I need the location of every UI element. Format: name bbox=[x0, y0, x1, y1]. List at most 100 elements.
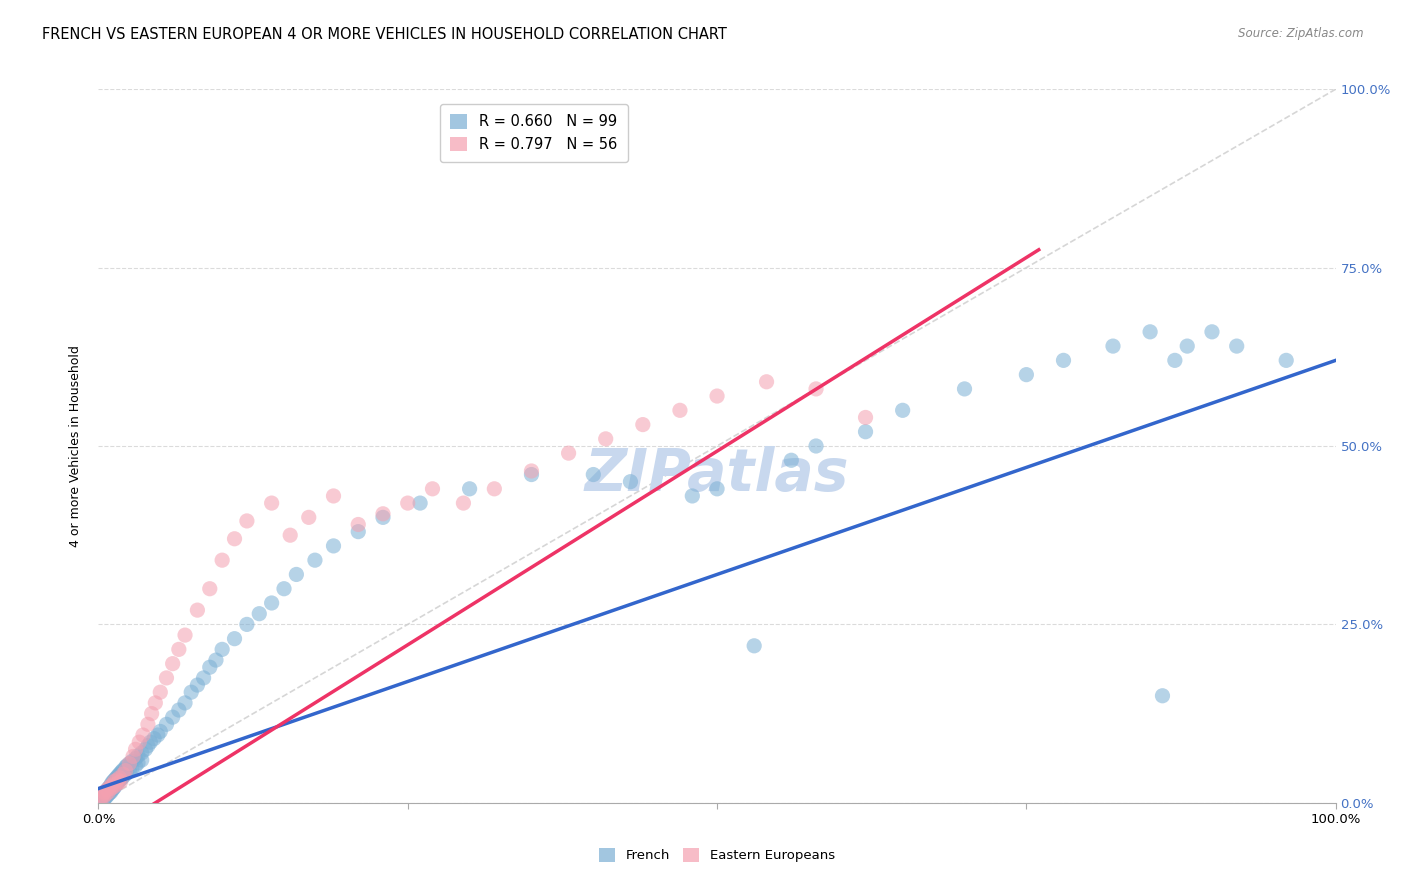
Point bbox=[180, 685, 202, 699]
Point bbox=[162, 657, 184, 671]
Point bbox=[127, 756, 149, 770]
Point bbox=[285, 567, 308, 582]
Point bbox=[103, 772, 125, 787]
Point bbox=[91, 789, 114, 803]
Point bbox=[110, 772, 132, 787]
Point bbox=[198, 582, 221, 596]
Point bbox=[90, 791, 112, 805]
Point bbox=[631, 417, 654, 432]
Point bbox=[105, 776, 128, 790]
Point bbox=[780, 453, 803, 467]
Point bbox=[118, 764, 141, 778]
Point bbox=[371, 510, 394, 524]
Point bbox=[103, 774, 125, 789]
Point bbox=[141, 706, 163, 721]
Point bbox=[98, 786, 121, 800]
Point bbox=[100, 785, 122, 799]
Point bbox=[104, 772, 127, 786]
Point bbox=[111, 771, 134, 785]
Point bbox=[273, 582, 295, 596]
Text: Source: ZipAtlas.com: Source: ZipAtlas.com bbox=[1239, 27, 1364, 40]
Point bbox=[96, 783, 118, 797]
Point bbox=[105, 772, 128, 787]
Point bbox=[1052, 353, 1074, 368]
Point bbox=[706, 389, 728, 403]
Point bbox=[260, 596, 283, 610]
Point bbox=[100, 781, 122, 796]
Point bbox=[115, 765, 138, 780]
Point bbox=[557, 446, 579, 460]
Point bbox=[953, 382, 976, 396]
Point bbox=[742, 639, 765, 653]
Point bbox=[1175, 339, 1198, 353]
Point bbox=[132, 728, 155, 742]
Point bbox=[131, 753, 153, 767]
Point bbox=[114, 767, 136, 781]
Point bbox=[93, 790, 115, 805]
Point bbox=[103, 774, 125, 789]
Point bbox=[458, 482, 481, 496]
Point bbox=[396, 496, 419, 510]
Point bbox=[322, 489, 344, 503]
Point bbox=[114, 764, 136, 778]
Point bbox=[1201, 325, 1223, 339]
Point bbox=[110, 774, 132, 789]
Point bbox=[124, 742, 146, 756]
Point bbox=[143, 731, 166, 746]
Point bbox=[595, 432, 617, 446]
Point bbox=[112, 769, 135, 783]
Point bbox=[804, 439, 827, 453]
Point bbox=[1139, 325, 1161, 339]
Point bbox=[97, 781, 120, 796]
Point bbox=[174, 628, 197, 642]
Point bbox=[453, 496, 475, 510]
Point bbox=[108, 772, 131, 787]
Point bbox=[108, 767, 131, 781]
Point bbox=[371, 507, 394, 521]
Point bbox=[112, 767, 135, 781]
Point bbox=[422, 482, 444, 496]
Point bbox=[104, 778, 127, 792]
Point bbox=[101, 778, 124, 792]
Point bbox=[93, 787, 115, 801]
Point bbox=[97, 785, 120, 799]
Point bbox=[146, 728, 169, 742]
Point bbox=[93, 789, 115, 803]
Point bbox=[1275, 353, 1298, 368]
Point bbox=[96, 789, 118, 803]
Point bbox=[107, 769, 129, 783]
Point bbox=[155, 717, 177, 731]
Point bbox=[127, 748, 149, 763]
Point bbox=[94, 785, 117, 799]
Point bbox=[103, 780, 125, 794]
Point bbox=[107, 776, 129, 790]
Point bbox=[118, 756, 141, 771]
Point bbox=[114, 760, 136, 774]
Point bbox=[1102, 339, 1125, 353]
Point bbox=[619, 475, 641, 489]
Point bbox=[247, 607, 270, 621]
Point bbox=[236, 617, 259, 632]
Point bbox=[347, 517, 370, 532]
Point bbox=[136, 717, 159, 731]
Legend: French, Eastern Europeans: French, Eastern Europeans bbox=[595, 843, 839, 868]
Point bbox=[155, 671, 177, 685]
Point bbox=[94, 787, 117, 801]
Point bbox=[755, 375, 778, 389]
Point bbox=[278, 528, 301, 542]
Point bbox=[107, 774, 129, 789]
Point bbox=[115, 758, 138, 772]
Point bbox=[94, 790, 117, 805]
Point bbox=[484, 482, 506, 496]
Point bbox=[669, 403, 692, 417]
Point bbox=[304, 553, 326, 567]
Point bbox=[110, 765, 132, 780]
Point bbox=[1226, 339, 1249, 353]
Point bbox=[149, 724, 172, 739]
Point bbox=[193, 671, 215, 685]
Point bbox=[347, 524, 370, 539]
Point bbox=[855, 410, 877, 425]
Point bbox=[103, 780, 125, 794]
Point bbox=[121, 755, 143, 769]
Point bbox=[136, 739, 159, 753]
